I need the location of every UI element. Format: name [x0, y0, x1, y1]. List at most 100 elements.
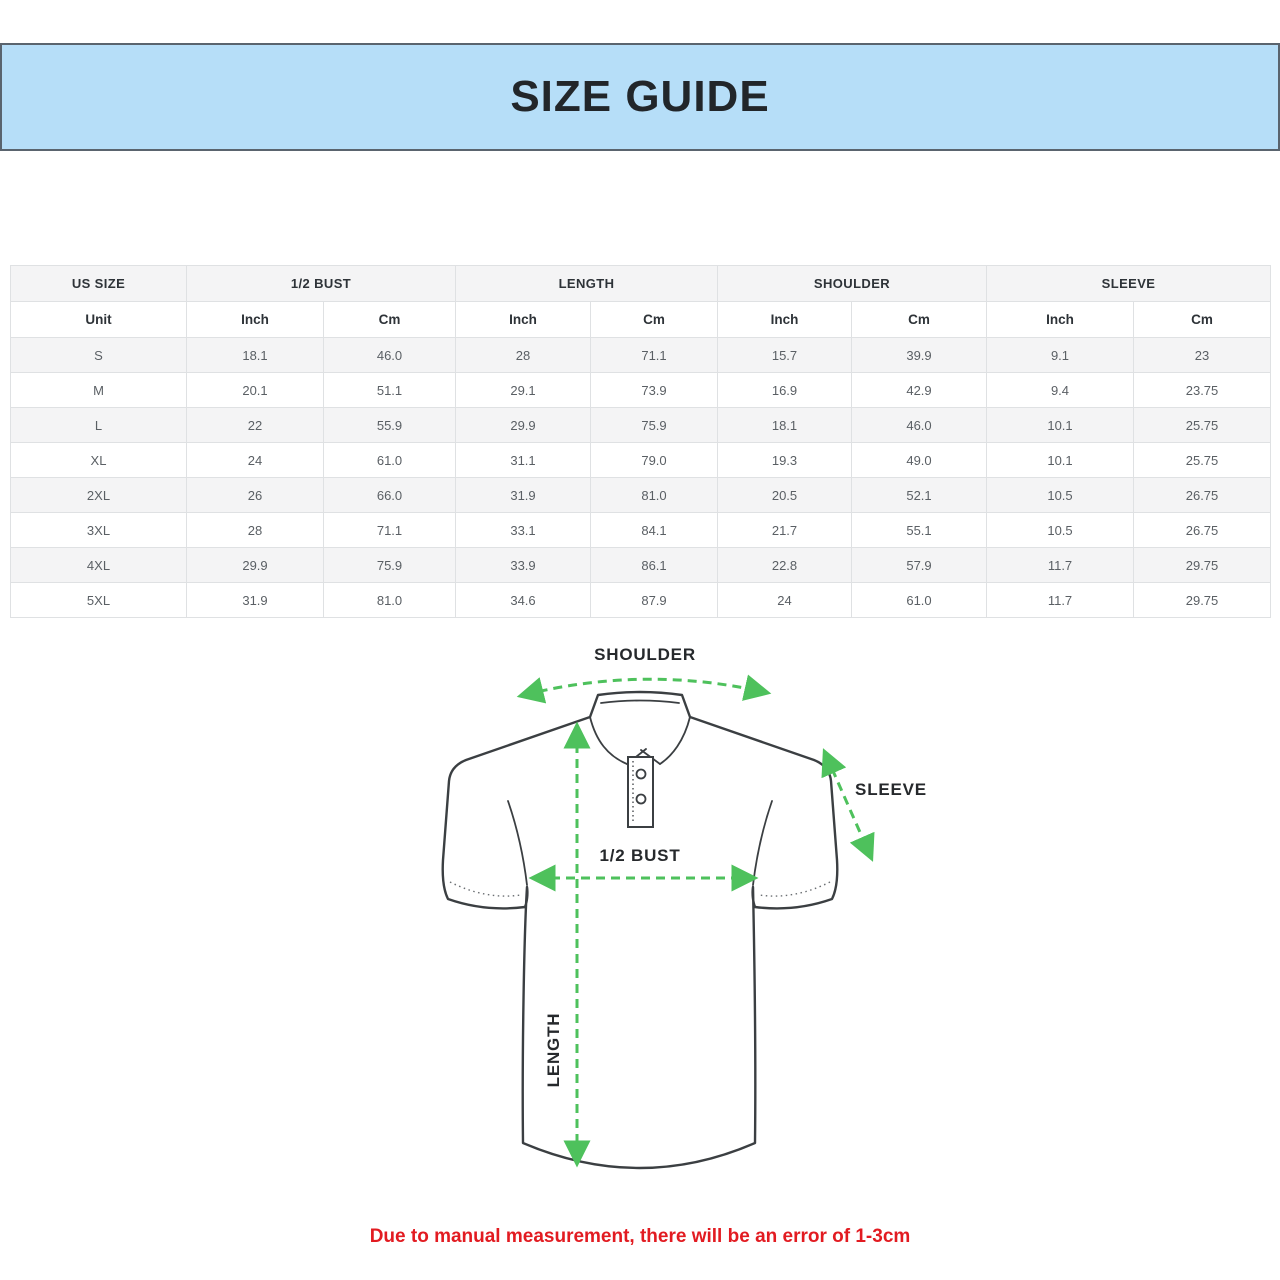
row-size-label: S [10, 337, 187, 373]
size-value-cell: 61.0 [851, 582, 987, 618]
table-row: L 22 55.9 29.9 75.9 18.1 46.0 10.1 25.75 [10, 407, 1272, 443]
size-value-cell: 33.9 [455, 547, 591, 583]
sleeve-measure-label: SLEEVE [855, 780, 927, 799]
length-measure-label: LENGTH [544, 1012, 563, 1088]
row-size-label: L [10, 407, 187, 443]
size-value-cell: 29.75 [1132, 547, 1272, 583]
button-bottom [635, 793, 647, 805]
cm-header-cell: Cm [851, 301, 987, 338]
table-row: XL 24 61.0 31.1 79.0 19.3 49.0 10.1 25.75 [10, 442, 1272, 478]
col-group-shoulder: SHOULDER [717, 265, 987, 302]
size-value-cell: 10.5 [986, 512, 1134, 548]
bust-measure-label: 1/2 BUST [599, 846, 681, 865]
size-value-cell: 26.75 [1132, 512, 1272, 548]
inch-header-cell: Inch [455, 301, 591, 338]
shirt-outline [441, 690, 839, 1170]
row-size-label: XL [10, 442, 187, 478]
size-value-cell: 24 [717, 582, 852, 618]
table-row: 3XL 28 71.1 33.1 84.1 21.7 55.1 10.5 26.75 [10, 512, 1272, 548]
shoulder-measure-label: SHOULDER [594, 645, 696, 664]
size-value-cell: 25.75 [1132, 407, 1272, 443]
size-value-cell: 31.9 [186, 582, 324, 618]
size-value-cell: 55.9 [323, 407, 456, 443]
row-size-label: M [10, 372, 187, 408]
inch-header-cell: Inch [186, 301, 324, 338]
size-value-cell: 9.4 [986, 372, 1134, 408]
size-value-cell: 20.1 [186, 372, 324, 408]
sleeve-arrow [821, 748, 875, 862]
page-title: SIZE GUIDE [510, 72, 770, 121]
size-value-cell: 29.75 [1132, 582, 1272, 618]
size-value-cell: 79.0 [590, 442, 718, 478]
size-value-cell: 28 [455, 337, 591, 373]
table-row: M 20.1 51.1 29.1 73.9 16.9 42.9 9.4 23.75 [10, 372, 1272, 408]
size-value-cell: 9.1 [986, 337, 1134, 373]
shirt-seams [507, 699, 773, 886]
size-value-cell: 73.9 [590, 372, 718, 408]
size-value-cell: 75.9 [590, 407, 718, 443]
size-value-cell: 55.1 [851, 512, 987, 548]
size-value-cell: 33.1 [455, 512, 591, 548]
button-top [635, 768, 647, 780]
size-value-cell: 49.0 [851, 442, 987, 478]
row-size-label: 2XL [10, 477, 187, 513]
cm-header-cell: Cm [323, 301, 456, 338]
size-value-cell: 31.9 [455, 477, 591, 513]
size-value-cell: 29.9 [186, 547, 324, 583]
size-value-cell: 87.9 [590, 582, 718, 618]
size-value-cell: 16.9 [717, 372, 852, 408]
inch-header-cell: Inch [717, 301, 852, 338]
size-value-cell: 10.1 [986, 407, 1134, 443]
size-value-cell: 15.7 [717, 337, 852, 373]
table-row: 2XL 26 66.0 31.9 81.0 20.5 52.1 10.5 26.75 [10, 477, 1272, 513]
group-header-row: US SIZE 1/2 BUST LENGTH SHOULDER SLEEVE [10, 265, 1272, 302]
size-value-cell: 61.0 [323, 442, 456, 478]
size-value-cell: 10.1 [986, 442, 1134, 478]
size-value-cell: 29.9 [455, 407, 591, 443]
size-value-cell: 57.9 [851, 547, 987, 583]
size-value-cell: 28 [186, 512, 324, 548]
size-value-cell: 10.5 [986, 477, 1134, 513]
size-value-cell: 22 [186, 407, 324, 443]
size-value-cell: 18.1 [186, 337, 324, 373]
size-value-cell: 18.1 [717, 407, 852, 443]
sleeve-stitching [449, 881, 831, 897]
size-value-cell: 11.7 [986, 547, 1134, 583]
size-value-cell: 20.5 [717, 477, 852, 513]
size-value-cell: 22.8 [717, 547, 852, 583]
size-value-cell: 24 [186, 442, 324, 478]
unit-header-cell: Unit [10, 301, 187, 338]
table-row: 5XL 31.9 81.0 34.6 87.9 24 61.0 11.7 29.75 [10, 582, 1272, 618]
table-row: 4XL 29.9 75.9 33.9 86.1 22.8 57.9 11.7 29.75 [10, 547, 1272, 583]
size-value-cell: 34.6 [455, 582, 591, 618]
row-size-label: 5XL [10, 582, 187, 618]
size-value-cell: 66.0 [323, 477, 456, 513]
size-value-cell: 39.9 [851, 337, 987, 373]
size-value-cell: 46.0 [323, 337, 456, 373]
size-value-cell: 71.1 [323, 512, 456, 548]
size-value-cell: 11.7 [986, 582, 1134, 618]
size-value-cell: 23.75 [1132, 372, 1272, 408]
col-group-length: LENGTH [455, 265, 718, 302]
measurement-disclaimer: Due to manual measurement, there will be… [369, 1226, 911, 1247]
size-value-cell: 75.9 [323, 547, 456, 583]
placket [627, 756, 654, 828]
table-row: S 18.1 46.0 28 71.1 15.7 39.9 9.1 23 [10, 337, 1272, 373]
cm-header-cell: Cm [590, 301, 718, 338]
measurement-arrows [516, 674, 875, 1168]
size-table: US SIZE 1/2 BUST LENGTH SHOULDER SLEEVE … [10, 265, 1272, 618]
size-value-cell: 71.1 [590, 337, 718, 373]
size-value-cell: 23 [1132, 337, 1272, 373]
size-value-cell: 26 [186, 477, 324, 513]
size-value-cell: 81.0 [590, 477, 718, 513]
unit-header-row: Unit Inch Cm Inch Cm Inch Cm Inch Cm [10, 301, 1272, 338]
shoulder-arrow [516, 674, 772, 704]
size-table-body: S 18.1 46.0 28 71.1 15.7 39.9 9.1 23 M 20.1 51.1 29.… [10, 337, 1272, 618]
col-group-bust: 1/2 BUST [186, 265, 456, 302]
size-value-cell: 19.3 [717, 442, 852, 478]
size-value-cell: 26.75 [1132, 477, 1272, 513]
size-value-cell: 42.9 [851, 372, 987, 408]
size-value-cell: 81.0 [323, 582, 456, 618]
